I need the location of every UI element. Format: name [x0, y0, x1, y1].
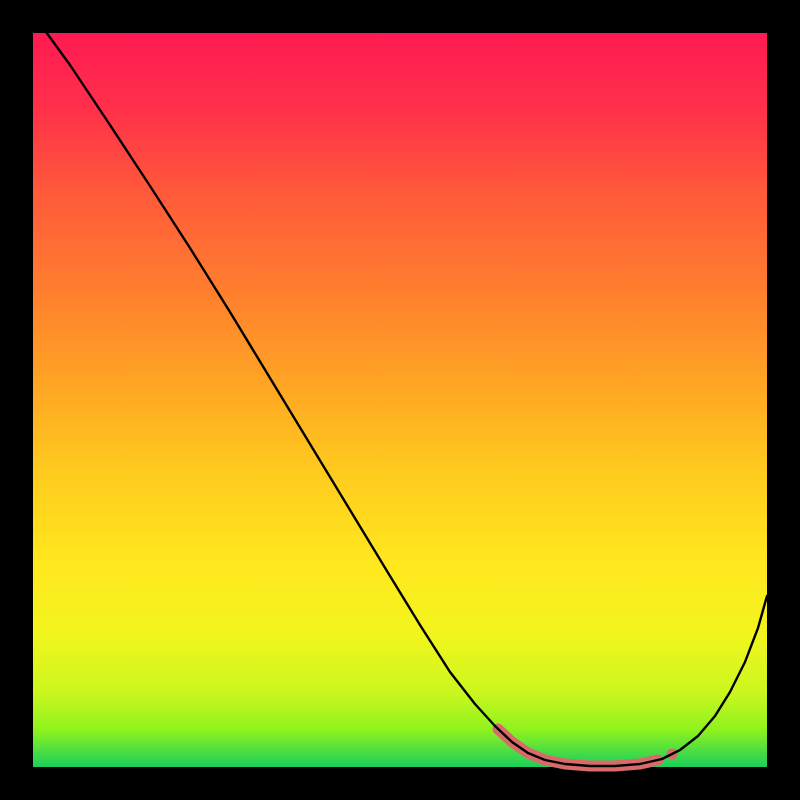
- chart-canvas: TheBottleneck.com: [0, 0, 800, 800]
- gradient-background: [33, 33, 767, 767]
- plot-frame: [0, 0, 800, 800]
